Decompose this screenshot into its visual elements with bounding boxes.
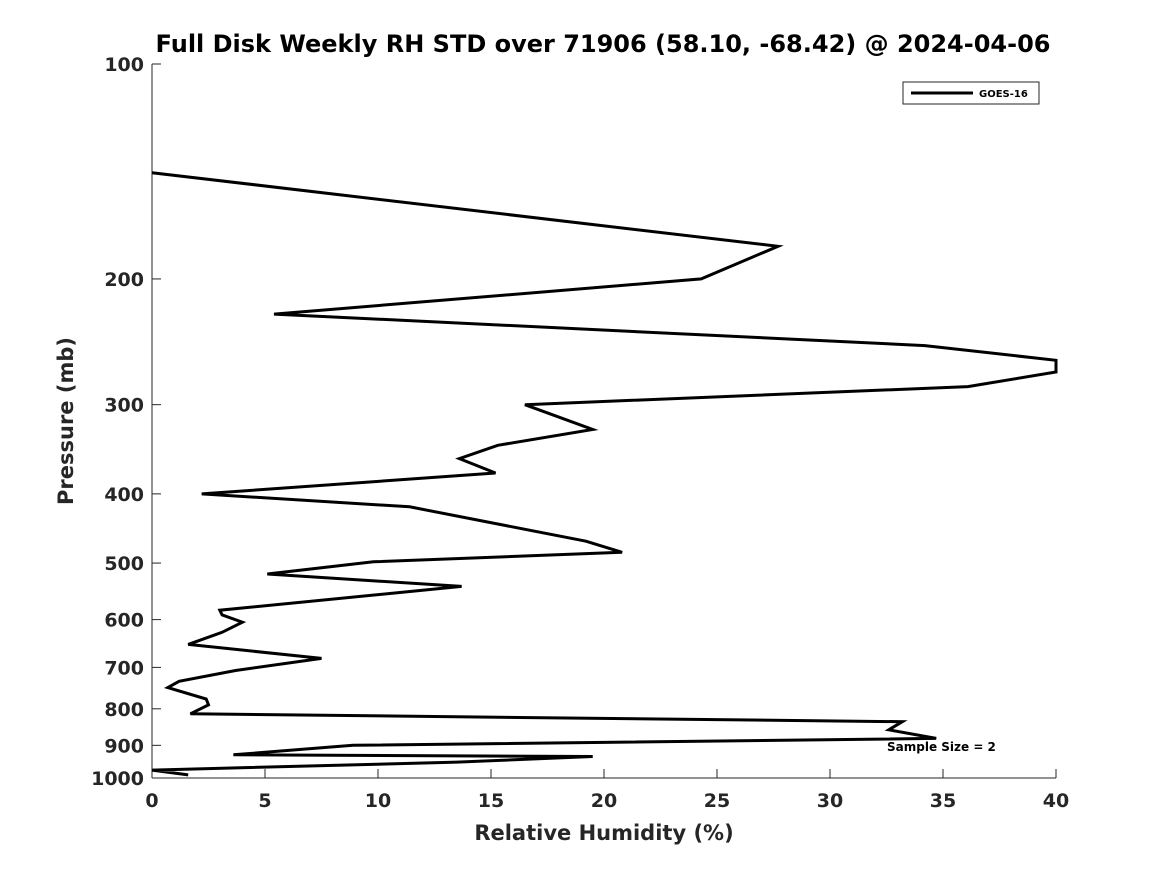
plot-area [152, 64, 1056, 778]
x-tick-label: 30 [817, 790, 843, 812]
x-tick-label: 25 [704, 790, 730, 812]
sample-size-annotation: Sample Size = 2 [887, 740, 996, 754]
series-line-goes-16 [151, 171, 1058, 777]
y-tick-label: 600 [104, 610, 144, 632]
legend-label-goes-16: GOES-16 [979, 89, 1028, 100]
x-tick-label: 5 [258, 790, 271, 812]
x-tick-label: 40 [1043, 790, 1069, 812]
y-tick-label: 300 [104, 395, 144, 417]
y-tick-label: 700 [104, 657, 144, 679]
y-tick-label: 400 [104, 484, 144, 506]
x-axis-label: Relative Humidity (%) [474, 821, 733, 845]
legend: GOES-16 [902, 81, 1040, 105]
y-tick-label: 100 [104, 54, 144, 76]
axes: 0 5 10 15 20 25 30 35 40 100 200 300 400 500 600 700 800… [91, 54, 1069, 812]
x-tick-label: 10 [365, 790, 391, 812]
x-tick-label: 0 [145, 790, 158, 812]
chart-title: Full Disk Weekly RH STD over 71906 (58.1… [156, 30, 1051, 58]
y-tick-label: 500 [104, 553, 144, 575]
x-tick-label: 15 [478, 790, 504, 812]
y-axis-label: Pressure (mb) [54, 337, 78, 505]
x-tick-label: 35 [930, 790, 956, 812]
y-tick-label: 800 [104, 699, 144, 721]
y-tick-label: 200 [104, 269, 144, 291]
series-layer [151, 171, 1058, 777]
y-tick-label: 1000 [91, 768, 144, 790]
x-tick-label: 20 [591, 790, 617, 812]
y-tick-label: 900 [104, 735, 144, 757]
